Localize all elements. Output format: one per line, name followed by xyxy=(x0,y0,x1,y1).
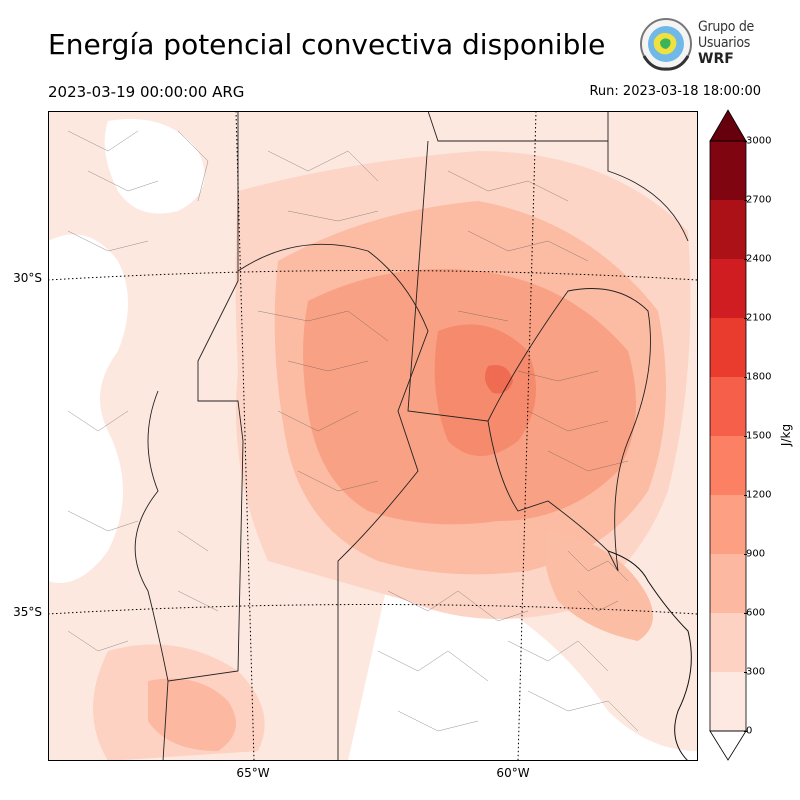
colorbar-tick-label: 2400 xyxy=(746,253,772,265)
colorbar-tick-mark xyxy=(744,672,747,673)
cape-600-band-south xyxy=(148,678,236,751)
colorbar-segment xyxy=(710,554,746,613)
colorbar-tick-mark xyxy=(744,436,747,437)
colorbar-tick-mark xyxy=(744,318,747,319)
colorbar-tick-label: 1500 xyxy=(746,430,772,442)
colorbar-segment xyxy=(710,200,746,259)
globe-seal-icon xyxy=(640,18,692,71)
chart-title: Energía potencial convectiva disponible xyxy=(48,28,606,61)
colorbar-tick-label: 1800 xyxy=(746,371,772,383)
colorbar-tick-mark xyxy=(744,554,747,555)
colorbar-segment xyxy=(710,436,746,495)
cape-600-band-coast xyxy=(544,531,653,641)
province-borders xyxy=(134,111,689,761)
colorbar-tick-mark xyxy=(744,377,747,378)
no-cape-region-southeast xyxy=(348,575,698,761)
colorbar-segment xyxy=(710,613,746,672)
colorbar-tick-label: 1200 xyxy=(746,489,772,501)
lat-label-35s: 35°S xyxy=(13,605,42,619)
coastline xyxy=(607,550,692,761)
graticule xyxy=(48,111,698,761)
colorbar-tick-mark xyxy=(744,259,747,260)
colorbar-tick-mark xyxy=(744,141,747,142)
colorbar-tick-mark xyxy=(744,613,747,614)
colorbar-segment xyxy=(710,259,746,318)
no-cape-region-northwest xyxy=(104,119,205,214)
wrf-users-logo: Grupo de Usuarios WRF xyxy=(638,16,758,74)
colorbar-tick-label: 900 xyxy=(746,548,766,560)
colorbar-tick-label: 600 xyxy=(746,607,766,619)
colorbar-tick-label: 300 xyxy=(746,666,766,678)
colorbar-tick-label: 2100 xyxy=(746,312,772,324)
lat-label-30s: 30°S xyxy=(13,271,42,285)
colorbar-unit-label: J/kg xyxy=(779,423,793,447)
colorbar-segment xyxy=(710,141,746,200)
department-borders xyxy=(67,130,639,732)
colorbar-segment xyxy=(710,672,746,731)
colorbar-over-arrow xyxy=(709,109,747,142)
colorbar-tick-label: 3000 xyxy=(746,135,772,147)
colorbar-segment xyxy=(710,495,746,554)
logo-text-line2: Usuarios xyxy=(698,35,751,51)
cape-map xyxy=(48,111,698,761)
run-time: Run: 2023-03-18 18:00:00 xyxy=(589,84,761,99)
lon-label-65w: 65°W xyxy=(236,766,270,780)
colorbar-tick-mark xyxy=(744,731,747,732)
colorbar-segment xyxy=(710,377,746,436)
colorbar-segment xyxy=(710,318,746,377)
valid-time: 2023-03-19 00:00:00 ARG xyxy=(48,83,245,101)
no-cape-region-west xyxy=(48,234,128,583)
colorbar-tick-label: 0 xyxy=(746,725,753,737)
lon-label-60w: 60°W xyxy=(496,766,530,780)
colorbar xyxy=(709,109,747,761)
map-frame xyxy=(48,111,698,761)
colorbar-tick-mark xyxy=(744,495,747,496)
colorbar-tick-label: 2700 xyxy=(746,194,772,206)
colorbar-tick-mark xyxy=(744,200,747,201)
logo-text-wrf: WRF xyxy=(698,51,734,67)
logo-text-line1: Grupo de xyxy=(698,19,754,35)
colorbar-under-arrow xyxy=(709,730,747,761)
cape-1200-band xyxy=(434,324,536,456)
